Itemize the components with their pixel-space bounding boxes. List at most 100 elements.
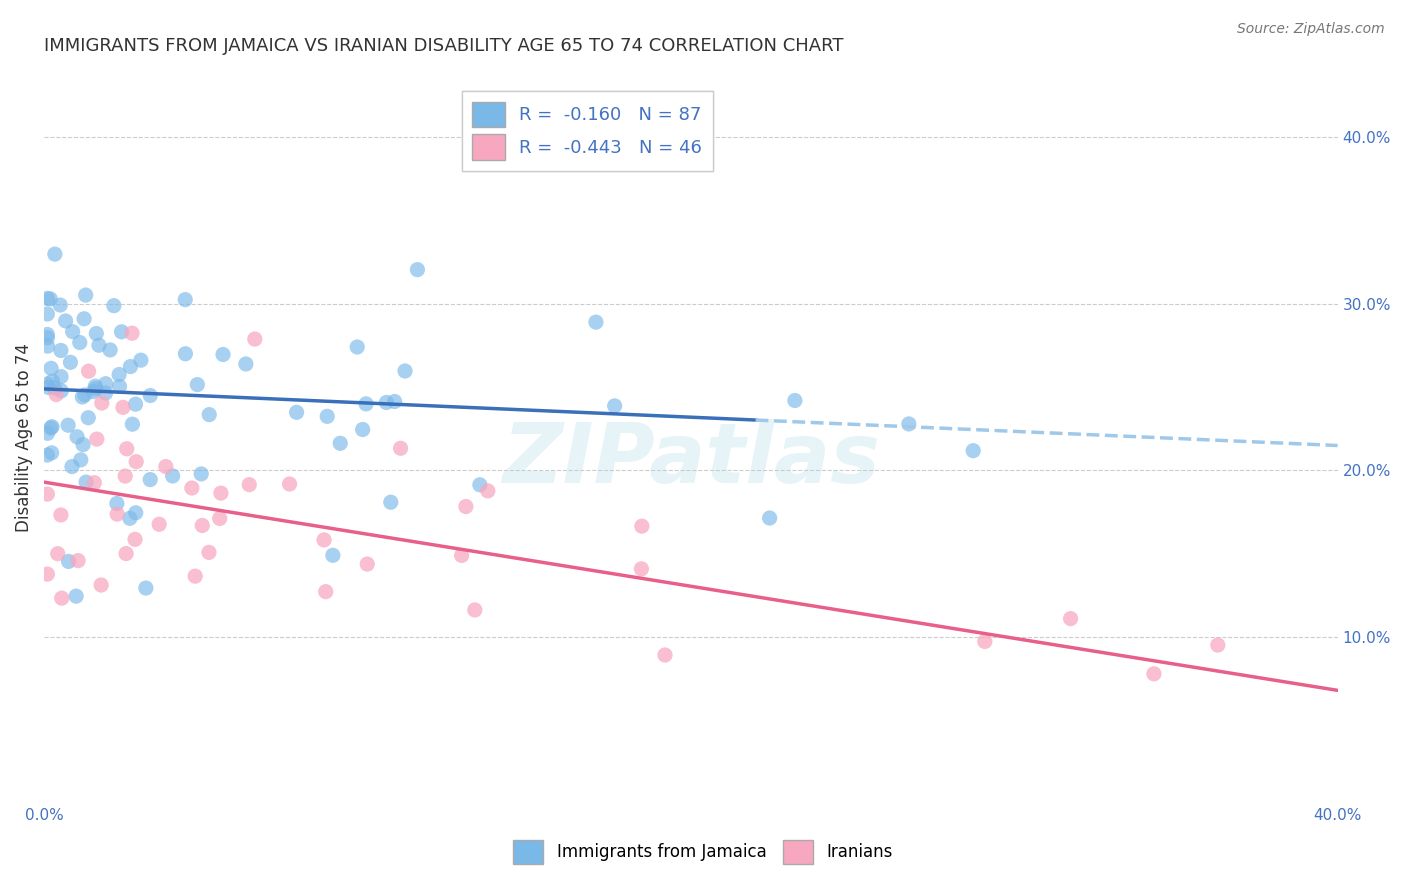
Point — [73, 311, 96, 326]
Point — [75, 288, 97, 302]
Point — [285, 405, 308, 419]
Point — [39, 292, 62, 306]
Point — [87, 338, 110, 352]
Point — [39, 421, 62, 435]
Point — [75, 475, 97, 489]
Point — [108, 368, 131, 382]
Point — [77, 364, 100, 378]
Point — [46, 547, 69, 561]
Point — [139, 473, 162, 487]
Point — [125, 506, 148, 520]
Point — [90, 396, 112, 410]
Point — [1143, 666, 1166, 681]
Point — [59, 355, 82, 369]
Point — [98, 343, 121, 357]
Y-axis label: Disability Age 65 to 74: Disability Age 65 to 74 — [15, 343, 32, 532]
Point — [243, 332, 266, 346]
Point — [354, 397, 377, 411]
Point — [125, 455, 148, 469]
Point — [58, 554, 80, 568]
Point — [191, 518, 214, 533]
Point — [56, 418, 79, 433]
Point — [124, 397, 146, 411]
Point — [37, 331, 59, 345]
Point — [121, 326, 143, 341]
Point — [129, 353, 152, 368]
Point — [630, 519, 652, 533]
Point — [51, 384, 73, 398]
Point — [654, 648, 676, 662]
Point — [352, 422, 374, 436]
Point — [39, 361, 62, 376]
Point — [375, 395, 398, 409]
Point — [37, 380, 59, 394]
Point — [115, 442, 138, 456]
Point — [108, 379, 131, 393]
Point — [44, 381, 66, 395]
Point — [962, 443, 984, 458]
Legend: Immigrants from Jamaica, Iranians: Immigrants from Jamaica, Iranians — [506, 833, 900, 871]
Point — [212, 347, 235, 361]
Point — [208, 511, 231, 525]
Point — [105, 507, 128, 521]
Point — [389, 442, 412, 456]
Point — [103, 299, 125, 313]
Point — [186, 377, 208, 392]
Point — [315, 584, 337, 599]
Point — [41, 374, 63, 388]
Point — [973, 634, 995, 648]
Point — [72, 390, 94, 404]
Point — [67, 553, 90, 567]
Point — [209, 486, 232, 500]
Point — [454, 500, 477, 514]
Point — [37, 376, 59, 391]
Point — [406, 262, 429, 277]
Point — [94, 376, 117, 391]
Point — [585, 315, 607, 329]
Point — [65, 589, 87, 603]
Point — [49, 508, 72, 522]
Point — [94, 386, 117, 401]
Point — [114, 469, 136, 483]
Point — [37, 307, 59, 321]
Point — [316, 409, 339, 424]
Point — [84, 379, 107, 393]
Point — [897, 417, 920, 431]
Point — [394, 364, 416, 378]
Point — [73, 388, 96, 402]
Point — [468, 478, 491, 492]
Point — [49, 298, 72, 312]
Point — [120, 359, 142, 374]
Point — [90, 578, 112, 592]
Point — [77, 410, 100, 425]
Point — [49, 343, 72, 358]
Point — [198, 545, 221, 559]
Text: Source: ZipAtlas.com: Source: ZipAtlas.com — [1237, 22, 1385, 37]
Point — [148, 517, 170, 532]
Point — [37, 448, 59, 462]
Text: ZIPatlas: ZIPatlas — [502, 418, 880, 500]
Point — [783, 393, 806, 408]
Point — [118, 511, 141, 525]
Legend: R =  -0.160   N = 87, R =  -0.443   N = 46: R = -0.160 N = 87, R = -0.443 N = 46 — [461, 91, 713, 170]
Point — [110, 325, 132, 339]
Point — [174, 293, 197, 307]
Point — [105, 496, 128, 510]
Point — [41, 446, 63, 460]
Point — [356, 557, 378, 571]
Point — [49, 369, 72, 384]
Point — [60, 459, 83, 474]
Point — [72, 437, 94, 451]
Point — [124, 533, 146, 547]
Point — [62, 325, 84, 339]
Point — [41, 419, 63, 434]
Point — [37, 487, 59, 501]
Point — [44, 247, 66, 261]
Point — [86, 326, 108, 341]
Point — [139, 388, 162, 402]
Point — [174, 347, 197, 361]
Point — [278, 477, 301, 491]
Point — [37, 567, 59, 582]
Point — [86, 432, 108, 446]
Point — [55, 314, 77, 328]
